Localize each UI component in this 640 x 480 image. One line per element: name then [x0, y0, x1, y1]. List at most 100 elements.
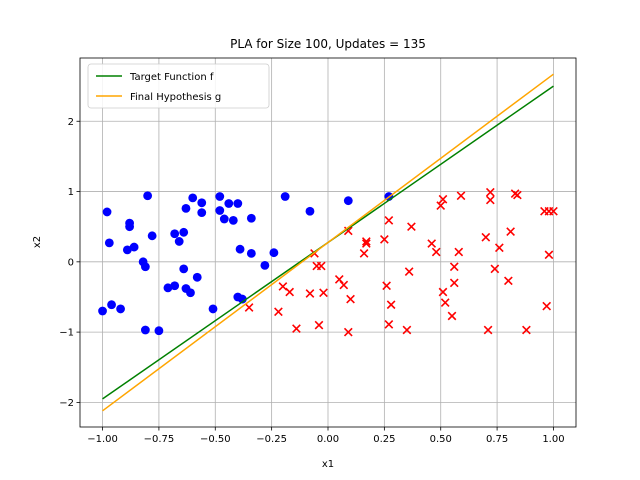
blue-data-point [125, 222, 134, 232]
red-data-point [438, 194, 448, 204]
red-data-point [314, 320, 324, 330]
x-tick-label: −0.50 [200, 434, 231, 445]
red-data-point [454, 247, 464, 257]
blue-data-point [129, 242, 139, 252]
blue-data-point [102, 207, 112, 217]
x-tick-label: −0.25 [256, 434, 287, 445]
blue-data-point [104, 238, 114, 248]
x-tick-label: −1.00 [87, 434, 118, 445]
red-data-point [274, 307, 283, 317]
red-data-point [503, 276, 513, 286]
blue-data-point [197, 208, 207, 218]
legend-box [87, 63, 270, 109]
red-data-point [292, 324, 301, 333]
blue-data-point [235, 244, 245, 254]
y-tick-label: −1 [59, 328, 74, 339]
red-data-point [438, 287, 448, 297]
red-data-point [542, 301, 552, 311]
red-data-point [440, 298, 450, 307]
red-data-point [485, 195, 495, 205]
legend-target-label: Target Function f [129, 72, 214, 83]
blue-data-point [147, 231, 157, 241]
blue-data-point [154, 326, 164, 336]
blue-data-point [233, 199, 243, 208]
legend-hypothesis-label: Final Hypothesis g [130, 92, 221, 103]
red-data-point [319, 288, 328, 298]
blue-data-point [170, 229, 180, 239]
x-tick-label: 1.00 [542, 434, 564, 445]
red-data-point [427, 239, 437, 248]
red-data-point [481, 232, 491, 242]
blue-data-point [215, 206, 225, 215]
red-data-point [490, 264, 500, 274]
y-axis-label: x2 [32, 236, 43, 248]
red-data-point [305, 289, 315, 298]
red-data-point [386, 300, 396, 310]
blue-data-point [260, 260, 270, 270]
red-data-point [343, 327, 353, 337]
blue-data-point [197, 198, 207, 208]
red-data-point [384, 215, 394, 225]
blue-data-point [246, 248, 256, 258]
red-data-point [402, 325, 412, 335]
blue-data-point [219, 214, 229, 224]
red-data-point [339, 280, 349, 290]
x-axis-label: x1 [322, 459, 334, 470]
x-tick-label: 0.75 [486, 434, 508, 445]
red-data-point [346, 294, 355, 304]
red-data-point [494, 243, 504, 253]
blue-data-point [186, 288, 195, 298]
red-data-point [456, 191, 466, 201]
blue-data-point [181, 204, 191, 213]
red-data-point [449, 278, 459, 288]
red-data-point [522, 325, 531, 335]
red-data-point [379, 234, 389, 244]
blue-data-point [188, 193, 198, 203]
blue-data-point [192, 272, 202, 282]
red-data-point [483, 325, 493, 335]
y-tick-label: 0 [68, 257, 74, 268]
blue-data-point [208, 304, 218, 314]
chart-title: PLA for Size 100, Updates = 135 [230, 37, 426, 51]
blue-data-point [269, 248, 279, 258]
axes-frame [79, 57, 577, 428]
final-hypothesis-line [102, 73, 554, 412]
red-data-point [431, 247, 441, 257]
blue-data-point [116, 304, 125, 314]
blue-data-point [140, 262, 150, 272]
red-data-point [361, 237, 371, 246]
x-tick-label: 0.50 [430, 434, 452, 445]
red-data-point [449, 262, 459, 272]
red-data-point [384, 320, 394, 329]
red-data-point [506, 227, 515, 236]
red-data-point [359, 249, 369, 258]
x-tick-label: 0.00 [317, 434, 339, 445]
x-tick-label: −0.75 [144, 434, 175, 445]
blue-data-point [305, 206, 315, 216]
y-tick-label: 1 [68, 187, 74, 198]
blue-data-point [122, 245, 132, 255]
blue-data-point [98, 306, 107, 316]
red-data-point [382, 281, 391, 291]
red-data-point [407, 222, 416, 232]
y-tick-label: 2 [68, 117, 74, 128]
blue-data-point [280, 192, 290, 201]
red-data-point [404, 267, 414, 277]
red-data-point [485, 187, 495, 197]
blue-data-point [174, 237, 184, 246]
red-data-point [549, 206, 558, 216]
blue-data-point [179, 227, 189, 237]
red-data-point [278, 282, 288, 291]
blue-data-point [228, 215, 238, 225]
blue-data-point [246, 213, 256, 223]
blue-data-point [224, 199, 234, 208]
red-data-point [316, 261, 326, 271]
blue-data-point [170, 281, 180, 291]
x-tick-label: 0.25 [373, 434, 395, 445]
blue-data-point [215, 192, 225, 201]
blue-data-point [179, 264, 189, 274]
red-data-point [544, 250, 554, 260]
plot-area: −1.00 −0.75 −0.50 −0.25 0.00 0.25 0.50 0.75 1.00… [59, 57, 577, 445]
red-data-point [285, 287, 295, 297]
